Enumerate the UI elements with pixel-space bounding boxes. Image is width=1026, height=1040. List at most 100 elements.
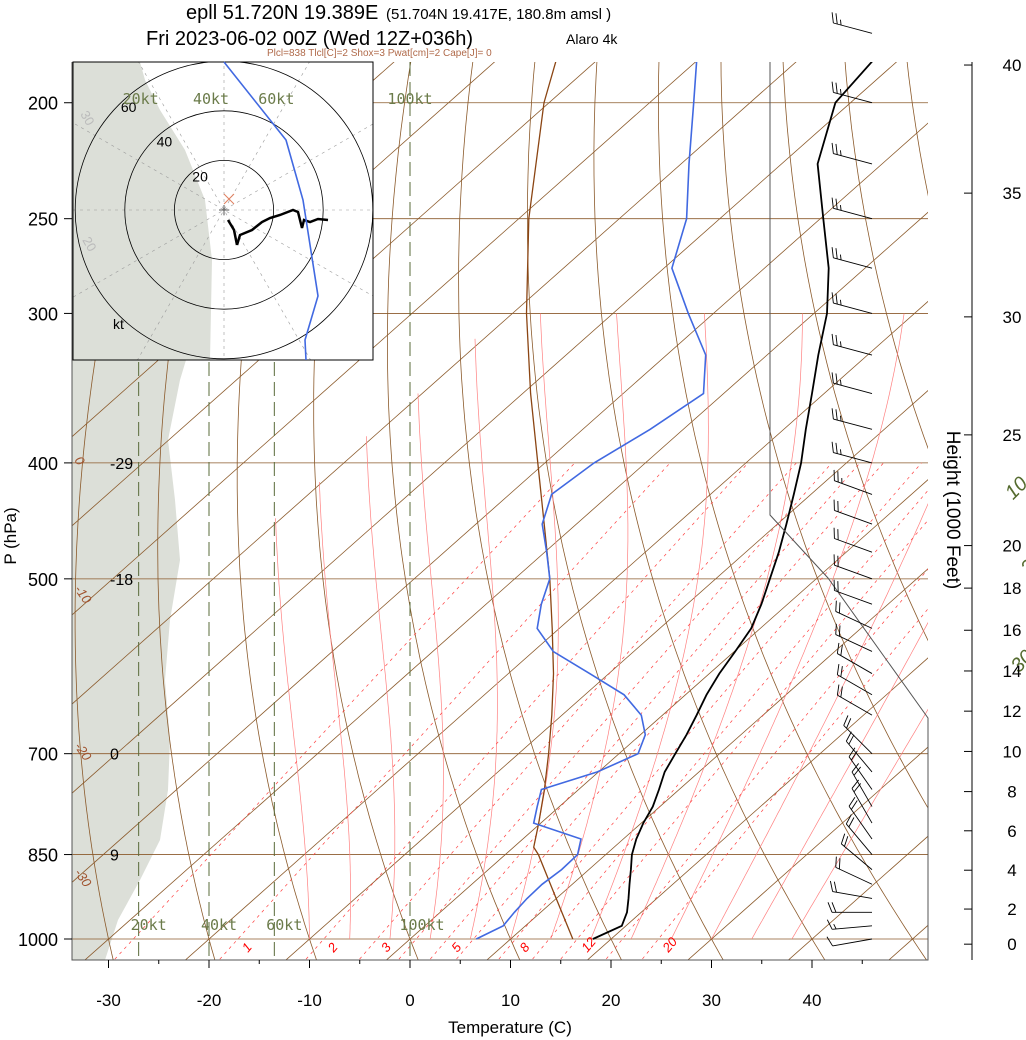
- moist-adiabat-line: [366, 436, 396, 940]
- wind-barb: [826, 919, 873, 930]
- height-axis-title: Height (1000 Feet): [942, 431, 963, 589]
- mixing-ratio-label: 1: [239, 940, 255, 955]
- moist-adiabat-line: [590, 313, 709, 940]
- wind-barb: [833, 469, 873, 495]
- wind-barb: [826, 936, 873, 947]
- moist-adiabat-line: [550, 313, 629, 940]
- dry-adiabat-line: [782, 62, 928, 642]
- wind-speed-label-top: 20kt: [123, 90, 159, 108]
- height-tick-label: 6: [1007, 822, 1016, 841]
- dry-adiabat-line: [658, 62, 927, 960]
- temperature-profile-line: [592, 62, 873, 940]
- mixing-ratio-line: [497, 462, 922, 960]
- wind-barb: [835, 856, 873, 885]
- wind-speed-label-bottom: 40kt: [201, 916, 237, 934]
- hodograph-ring: [173, 159, 274, 260]
- wind-barb: [835, 600, 873, 629]
- hodograph-faint-label: 20: [79, 234, 99, 254]
- wind-speed-label-bottom: 20kt: [131, 916, 167, 934]
- stability-indices: Plcl=838 Tlcl[C]=2 Shox=3 Pwat[cm]=2 Cap…: [267, 48, 492, 59]
- wind-barb: [831, 12, 873, 34]
- isotherm-line: [72, 62, 496, 438]
- wind-barb: [831, 81, 873, 104]
- pressure-axis: 1502002503004005007008501000: [18, 94, 72, 950]
- isotherm-label: 20: [1016, 548, 1026, 580]
- p-tick-label: 200: [28, 94, 58, 114]
- wind-barb: [840, 833, 873, 870]
- wind-barbs: [826, 12, 873, 947]
- height-tick-label: 25: [1003, 426, 1022, 445]
- isotherm-line: [586, 657, 928, 960]
- x-tick-label: -20: [197, 991, 222, 1010]
- p-tick-label: 400: [28, 454, 58, 474]
- mixing-ratio-line: [304, 462, 749, 960]
- hodograph-ring: [124, 110, 324, 310]
- p-tick-label: 300: [28, 304, 58, 324]
- skewed-isotherms: [72, 62, 928, 960]
- mixing-ratio-line: [641, 608, 928, 960]
- isotherm-line: [72, 62, 596, 527]
- wind-barb: [836, 684, 873, 716]
- height-tick-label: 2: [1007, 900, 1016, 919]
- wind-barb: [848, 797, 873, 840]
- height-tick-label: 40: [1003, 56, 1022, 75]
- isotherm-line: [787, 835, 928, 960]
- hodograph-trace: [226, 219, 239, 246]
- dry-adiabat-line: [593, 62, 826, 960]
- storm-motion-marker: [223, 193, 235, 205]
- isotherm-line: [72, 62, 898, 794]
- moist-adiabat-line: [510, 313, 559, 940]
- dry-adiabat-line: [458, 62, 622, 960]
- y-axis-title: P (hPa): [1, 507, 20, 564]
- hodograph-ring-label: 20: [192, 168, 208, 184]
- height-tick-label: 30: [1003, 308, 1022, 327]
- height-tick-label: 20: [1003, 537, 1022, 556]
- height-tick-label: 10: [1003, 742, 1022, 761]
- dry-adiabat-line: [386, 62, 521, 960]
- height-tick-label: 0: [1007, 935, 1016, 954]
- mixing-ratio-line: [218, 462, 671, 960]
- x-tick-label: 0: [405, 991, 414, 1010]
- mixing-ratio-line: [397, 462, 833, 960]
- forecast-time: Fri 2023-06-02 00Z (Wed 12Z+036h): [146, 28, 473, 50]
- isotherm-label: 10: [1001, 473, 1026, 504]
- p-tick-label: 250: [28, 210, 58, 230]
- moist-adiabat-line: [751, 621, 928, 940]
- wind-barb: [851, 763, 873, 807]
- mixing-ratio-line: [559, 519, 928, 960]
- wind-barb: [827, 902, 872, 913]
- parcel-profile-line: [525, 62, 574, 940]
- wind-speed-label-top: 60kt: [258, 90, 294, 108]
- hodograph-faint-label: 30: [77, 108, 97, 128]
- height-tick-label: 4: [1007, 861, 1016, 880]
- moist-adiabat-line: [417, 393, 444, 940]
- wind-barb: [831, 142, 873, 165]
- wind-barb: [833, 499, 873, 525]
- height-tick-label: 35: [1003, 184, 1022, 203]
- x-tick-label: 30: [702, 991, 721, 1010]
- height-tick-label: 8: [1007, 783, 1016, 802]
- station-title: epll 51.720N 19.389E: [186, 2, 378, 24]
- level-temperature-label: -18: [110, 572, 133, 589]
- p-tick-label: 500: [28, 570, 58, 590]
- dry-adiabat-line: [527, 62, 724, 960]
- isotherm-line: [385, 479, 928, 960]
- wind-barb: [831, 197, 873, 220]
- x-tick-label: 40: [803, 991, 822, 1010]
- moist-adiabat-line: [469, 338, 498, 940]
- dewpoint-profile-upper: [223, 61, 319, 361]
- hodograph-ring-label: 40: [157, 134, 173, 150]
- wind-speed-label-top: 100kt: [387, 90, 432, 108]
- isotherm-line: [687, 746, 928, 960]
- mixing-ratio-line: [113, 462, 576, 960]
- moist-adiabat-line: [670, 313, 905, 940]
- wind-barb: [833, 579, 873, 605]
- x-tick-label: -10: [297, 991, 322, 1010]
- height-tick-label: 16: [1003, 621, 1022, 640]
- moist-adiabat-line: [319, 481, 351, 940]
- sounding-profiles: [475, 62, 873, 940]
- wind-barb: [836, 664, 873, 696]
- height-tick-label: 18: [1003, 579, 1022, 598]
- temperature-axis: -30 -20 -10 0 10 20 30 40: [96, 960, 863, 1010]
- mixing-ratio-label: 2: [324, 939, 341, 956]
